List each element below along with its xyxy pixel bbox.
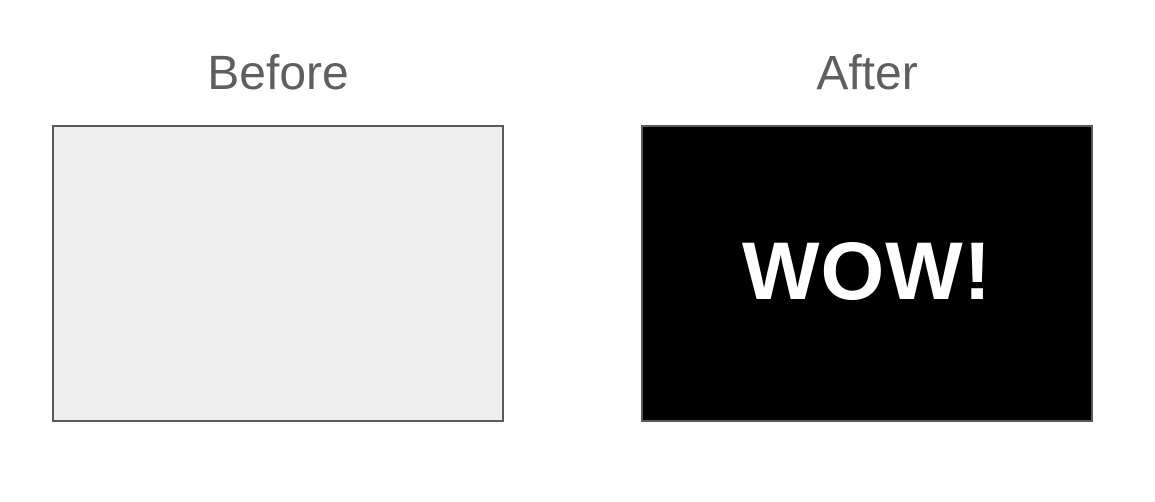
after-title: After	[816, 47, 918, 100]
before-box	[52, 125, 504, 422]
wow-text: WOW!	[742, 225, 992, 317]
before-title: Before	[207, 47, 349, 100]
after-box: WOW!	[641, 125, 1093, 422]
